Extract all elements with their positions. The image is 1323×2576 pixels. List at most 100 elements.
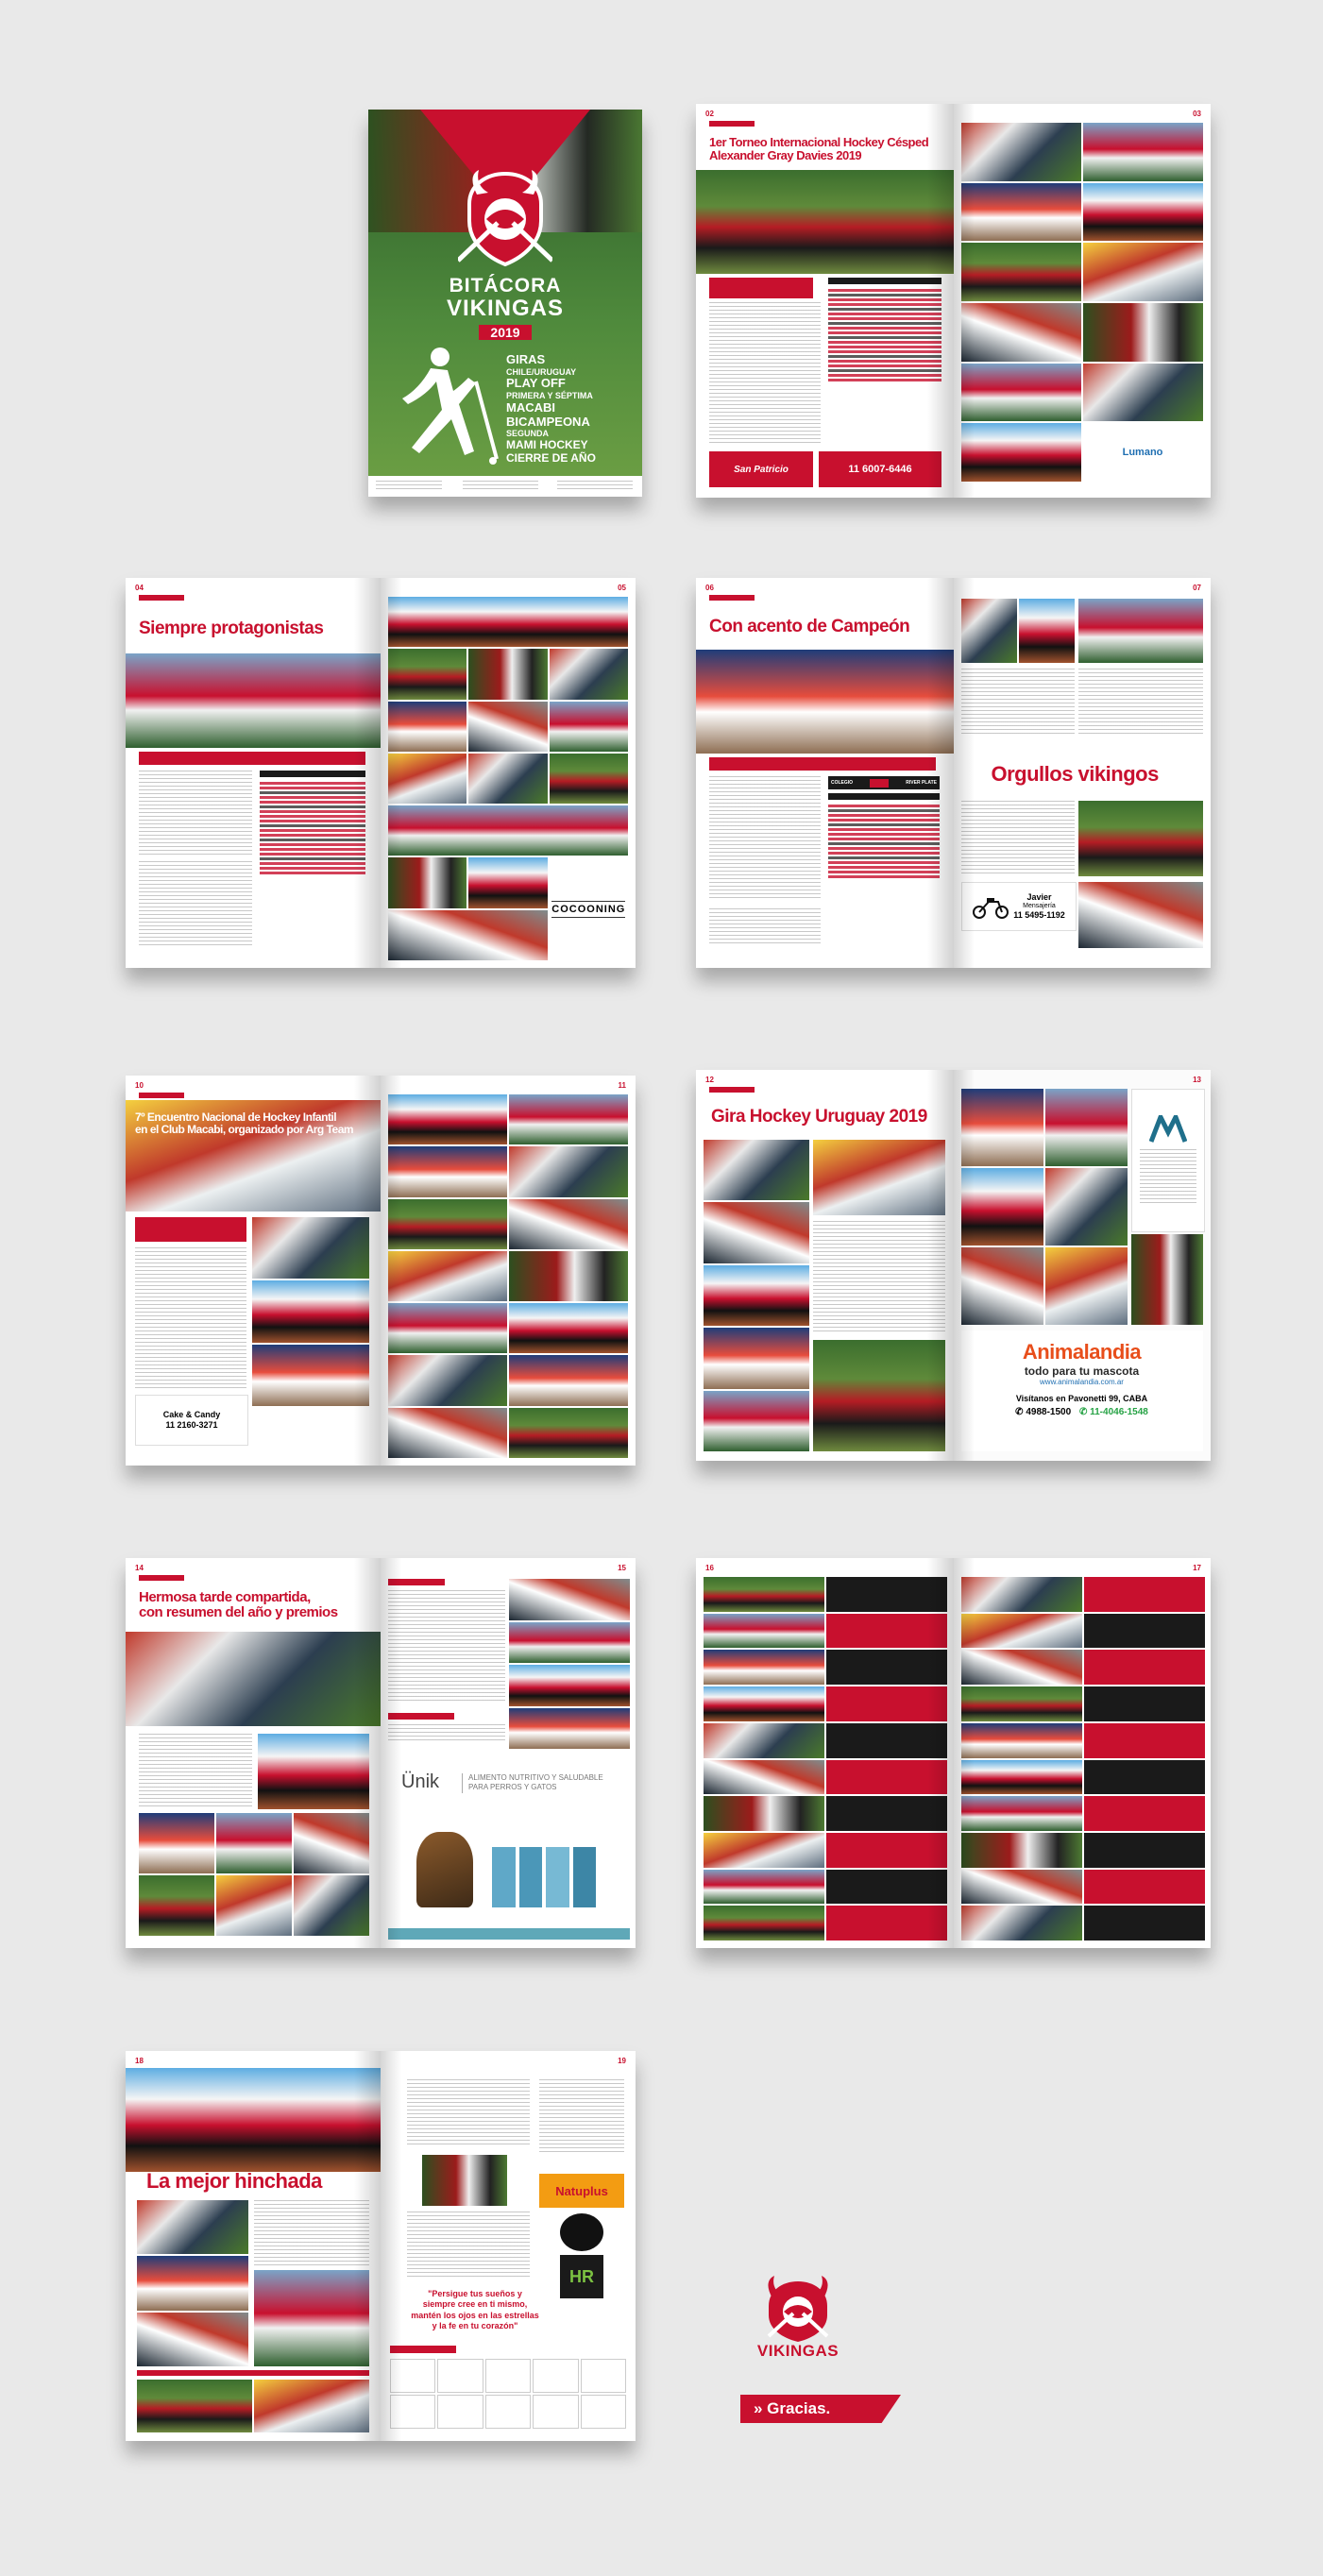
photo-grid — [960, 1089, 1128, 1325]
team-photo — [813, 1140, 945, 1215]
cover-magazine: BITÁCORA VIKINGAS 2019 GIRAS CHILE/URUGU… — [368, 110, 642, 497]
photo — [960, 423, 1081, 482]
photo — [960, 599, 1017, 663]
cover-page: BITÁCORA VIKINGAS 2019 GIRAS CHILE/URUGU… — [368, 110, 642, 497]
cover-menu-item: GIRAS — [506, 352, 546, 366]
crowd-photo — [126, 2068, 381, 2172]
vikingas-logo-icon — [767, 2276, 829, 2342]
ad-text — [709, 908, 821, 946]
team-photo — [704, 1869, 824, 1905]
page-number: 19 — [618, 2057, 626, 2065]
sponsor-box — [484, 2359, 532, 2393]
spread-mejor-hinchada: 18 La mejor hinchada 19 Natuplus HR "Per… — [126, 2051, 636, 2441]
award-photo — [422, 2155, 507, 2206]
page-number: 05 — [618, 584, 626, 592]
caption-bar — [137, 2370, 369, 2376]
photo — [388, 649, 467, 700]
section-tag — [709, 595, 755, 601]
roster-list — [826, 1613, 947, 1649]
phone-icon: ✆ — [1015, 1407, 1024, 1417]
page-number: 04 — [135, 584, 144, 592]
photo — [252, 1217, 369, 1280]
sponsor-box — [390, 2395, 436, 2429]
photo-grid: COCOONING — [388, 597, 628, 960]
body-text — [960, 669, 1075, 735]
dog-photo — [416, 1832, 473, 1907]
roster-list — [1083, 1832, 1205, 1868]
ad-cake-candy: Cake & Candy 11 2160-3271 — [135, 1395, 248, 1446]
photo — [960, 123, 1081, 181]
photo — [509, 1198, 628, 1249]
photo — [388, 857, 467, 908]
roster-header — [260, 771, 365, 777]
cover-menu-item: BICAMPEONA — [506, 414, 590, 429]
photo — [388, 1146, 507, 1197]
whatsapp-icon: ✆ — [1078, 1407, 1088, 1417]
cover-menu-item: CHILE/URUGUAY — [506, 366, 577, 377]
photo-grid-top — [960, 599, 1075, 663]
page-left: 18 La mejor hinchada — [126, 2051, 381, 2441]
photo — [137, 2380, 252, 2432]
team-photo — [960, 1832, 1082, 1868]
team-photo — [960, 1577, 1082, 1612]
team-photo — [704, 1906, 824, 1940]
photo — [549, 701, 628, 752]
photo — [216, 1813, 292, 1873]
cover-year-badge: 2019 — [479, 325, 532, 340]
photo — [388, 1407, 507, 1458]
team-photo — [960, 1759, 1082, 1795]
vikingas-logo-text: VIKINGAS — [756, 2342, 840, 2360]
photo — [388, 1250, 507, 1302]
cover-menu-item: PLAY OFF — [506, 376, 566, 391]
page-number: 11 — [618, 1081, 626, 1090]
team-photo — [126, 1100, 381, 1212]
team-roster-grid — [960, 1577, 1205, 1940]
photo — [509, 1355, 628, 1406]
roster-list — [826, 1577, 947, 1612]
page-right: 19 Natuplus HR "Persigue tus sueños y si… — [381, 2051, 636, 2441]
awards-header — [388, 1713, 454, 1720]
team-photo — [1077, 882, 1203, 948]
photo — [509, 1579, 630, 1620]
team-photo — [1077, 801, 1203, 876]
quote: "Persigue tus sueños y siempre cree en t… — [411, 2289, 539, 2330]
page-left: 02 1er Torneo Internacional Hockey Céspe… — [696, 104, 954, 498]
photo-grid — [252, 1217, 369, 1406]
body-text — [139, 1734, 252, 1809]
photo — [388, 597, 628, 648]
photo — [388, 1198, 507, 1249]
page-number: 16 — [705, 1564, 714, 1572]
photo — [549, 753, 628, 805]
roster-list — [260, 782, 365, 876]
photo — [509, 1707, 630, 1749]
ad-tower — [1130, 1089, 1205, 1232]
team-photo — [704, 1650, 824, 1686]
ad-lumano: Lumano — [1082, 423, 1203, 482]
photo — [137, 2312, 248, 2366]
headline: 7º Encuentro Nacional de Hockey Infantil… — [135, 1110, 354, 1136]
photo-grid — [137, 2200, 248, 2366]
headline: Gira Hockey Uruguay 2019 — [711, 1107, 927, 1127]
caption-bar — [139, 752, 365, 765]
team-photo — [1130, 1234, 1203, 1325]
headline: Con acento de Campeón — [709, 617, 910, 636]
team-photo — [258, 1734, 369, 1809]
photo — [509, 1303, 628, 1354]
roster-list — [826, 1796, 947, 1831]
body-text — [135, 1247, 246, 1389]
photo-grid — [509, 1579, 630, 1749]
motorbike-icon — [973, 898, 1009, 919]
photo — [960, 363, 1081, 422]
headline: 1er Torneo Internacional Hockey Césped A… — [709, 135, 929, 162]
photo-grid — [704, 1140, 809, 1451]
photo — [509, 1146, 628, 1197]
roster-list — [826, 1650, 947, 1686]
roster-list — [1083, 1650, 1205, 1686]
pet-food-bags — [492, 1847, 596, 1907]
roster-list — [1083, 1722, 1205, 1758]
photo — [1082, 363, 1203, 422]
page-left: 06 Con acento de Campeón COLEGIO RIVER P… — [696, 578, 954, 968]
photo — [704, 1390, 809, 1451]
body-text — [407, 2079, 530, 2145]
team-photo — [704, 1577, 824, 1612]
